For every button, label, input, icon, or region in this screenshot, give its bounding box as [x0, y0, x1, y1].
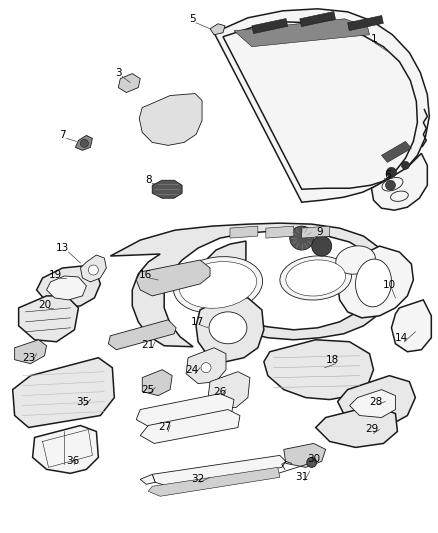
Polygon shape [196, 298, 264, 362]
Text: 29: 29 [365, 424, 378, 434]
Polygon shape [338, 246, 413, 318]
Text: 21: 21 [141, 340, 155, 350]
Circle shape [88, 265, 99, 275]
Polygon shape [371, 154, 427, 210]
Polygon shape [264, 340, 374, 400]
Circle shape [201, 362, 211, 373]
Ellipse shape [336, 246, 375, 274]
Ellipse shape [356, 259, 392, 307]
Text: 9: 9 [316, 227, 323, 237]
Polygon shape [230, 226, 258, 238]
Polygon shape [81, 255, 106, 282]
Ellipse shape [280, 256, 351, 300]
Ellipse shape [180, 262, 257, 308]
Text: 8: 8 [145, 175, 152, 185]
Polygon shape [266, 226, 294, 238]
Polygon shape [348, 15, 383, 30]
Polygon shape [316, 406, 397, 447]
Text: 13: 13 [56, 243, 69, 253]
Polygon shape [300, 12, 336, 27]
Polygon shape [139, 94, 202, 146]
Polygon shape [140, 474, 155, 484]
Circle shape [385, 180, 396, 190]
Text: 32: 32 [191, 474, 205, 484]
Polygon shape [284, 443, 326, 467]
Text: 5: 5 [189, 14, 195, 24]
Polygon shape [108, 320, 176, 350]
Polygon shape [13, 358, 114, 427]
Text: 19: 19 [49, 270, 62, 280]
Text: 3: 3 [115, 68, 122, 78]
Polygon shape [46, 276, 86, 300]
Text: 18: 18 [326, 354, 339, 365]
Text: 20: 20 [38, 300, 51, 310]
Polygon shape [302, 226, 330, 238]
Circle shape [81, 140, 88, 148]
Polygon shape [252, 19, 288, 34]
Polygon shape [142, 370, 172, 395]
Ellipse shape [173, 256, 263, 313]
Text: 28: 28 [369, 397, 382, 407]
Polygon shape [350, 390, 396, 417]
Text: 30: 30 [307, 455, 320, 464]
Text: 14: 14 [395, 333, 408, 343]
Circle shape [401, 161, 410, 169]
Circle shape [290, 226, 314, 250]
Polygon shape [152, 455, 286, 486]
Polygon shape [148, 467, 280, 496]
Text: 16: 16 [138, 270, 152, 280]
Text: 31: 31 [295, 472, 308, 482]
Polygon shape [19, 296, 78, 342]
Text: 25: 25 [141, 385, 155, 394]
Text: 10: 10 [383, 280, 396, 290]
Ellipse shape [286, 260, 346, 296]
Text: 17: 17 [191, 317, 204, 327]
Text: 26: 26 [213, 386, 226, 397]
Polygon shape [32, 425, 99, 473]
Polygon shape [208, 372, 250, 408]
Polygon shape [37, 266, 100, 308]
Circle shape [312, 236, 332, 256]
Polygon shape [152, 180, 182, 198]
Polygon shape [118, 74, 140, 93]
Polygon shape [214, 9, 429, 202]
Text: 24: 24 [185, 365, 199, 375]
Polygon shape [381, 141, 411, 163]
Circle shape [307, 457, 317, 467]
Polygon shape [140, 409, 240, 443]
Text: 7: 7 [59, 131, 66, 140]
Ellipse shape [209, 312, 247, 344]
Polygon shape [136, 393, 234, 427]
Polygon shape [234, 19, 370, 47]
Polygon shape [210, 24, 225, 35]
Polygon shape [14, 340, 46, 364]
Text: 23: 23 [22, 353, 35, 363]
Text: 35: 35 [76, 397, 89, 407]
Polygon shape [75, 135, 92, 150]
Text: 6: 6 [384, 170, 391, 180]
Text: 27: 27 [159, 423, 172, 432]
Circle shape [386, 167, 396, 177]
Polygon shape [392, 300, 431, 352]
Text: 1: 1 [371, 34, 378, 44]
Polygon shape [186, 348, 226, 384]
Text: 36: 36 [66, 456, 79, 466]
Polygon shape [110, 223, 393, 347]
Polygon shape [338, 376, 415, 427]
Polygon shape [136, 260, 210, 296]
